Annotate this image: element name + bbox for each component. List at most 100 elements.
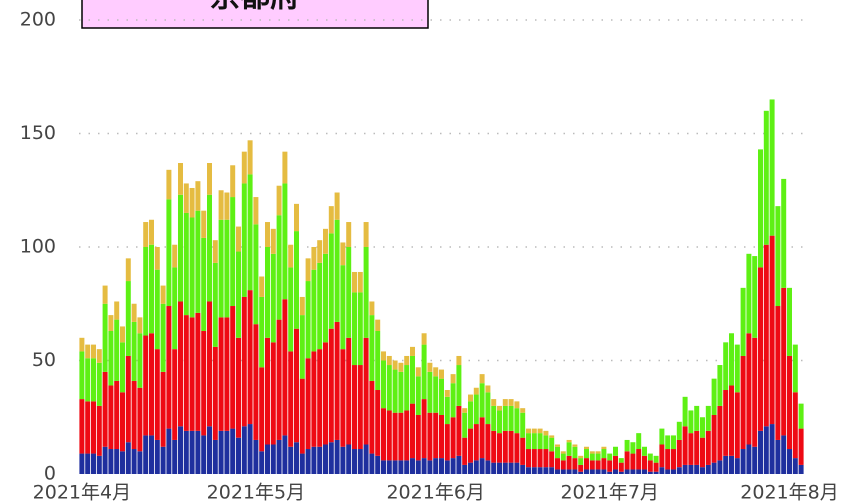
bar-segment	[711, 378, 717, 415]
bar-segment	[566, 442, 572, 456]
bar-segment	[671, 469, 676, 474]
bar-segment	[485, 424, 491, 461]
bar-segment	[172, 267, 178, 350]
bar-segment	[352, 271, 357, 293]
bar-segment	[253, 439, 259, 474]
bar-segment	[589, 469, 595, 474]
bar-segment	[114, 449, 120, 474]
bar-segment	[253, 324, 259, 440]
bar-segment	[613, 455, 618, 470]
bar-segment	[491, 430, 497, 463]
bar-segment	[415, 367, 421, 377]
x-tick-label: 2021年8月	[740, 482, 838, 502]
bar-segment	[578, 455, 584, 459]
bar-segment	[189, 430, 195, 474]
bar-segment	[421, 333, 427, 345]
bar-segment	[572, 444, 578, 447]
bar-segment	[456, 365, 462, 406]
bar-segment	[572, 469, 578, 474]
bar-segment	[468, 394, 473, 402]
bar-segment	[433, 367, 439, 377]
bar-segment	[230, 165, 236, 198]
y-tick-label: 200	[20, 9, 56, 31]
bar-segment	[630, 469, 636, 474]
bar-segment	[723, 455, 729, 474]
bar-segment	[125, 442, 131, 474]
bar-segment	[595, 453, 601, 461]
bar-segment	[450, 417, 456, 459]
bar-segment	[752, 256, 758, 338]
bar-segment	[178, 163, 183, 195]
bar-segment	[91, 358, 96, 402]
bar-segment	[375, 319, 381, 331]
bar-segment	[601, 446, 607, 450]
bar-segment	[160, 285, 166, 304]
bar-segment	[224, 317, 230, 431]
bar-segment	[340, 242, 346, 266]
bar-segment	[473, 424, 479, 461]
bar-segment	[502, 430, 508, 463]
bar-segment	[195, 210, 201, 313]
x-tick-label: 2021年4月	[33, 482, 131, 502]
bar-segment	[96, 349, 102, 363]
bar-segment	[201, 237, 207, 331]
bar-segment	[131, 380, 137, 450]
bar-segment	[711, 462, 717, 474]
bar-segment	[363, 222, 369, 247]
bar-segment	[642, 469, 647, 474]
bar-segment	[143, 222, 149, 247]
bar-segment	[102, 446, 108, 474]
bar-segment	[549, 437, 555, 452]
bar-segment	[595, 451, 601, 454]
bar-segment	[758, 149, 763, 268]
bar-segment	[578, 458, 584, 465]
x-tick-label: 2021年5月	[207, 482, 305, 502]
bar-segment	[241, 296, 247, 427]
bar-segment	[497, 433, 502, 463]
bar-segment	[346, 444, 352, 474]
bar-segment	[740, 355, 746, 450]
bar-segment	[381, 460, 386, 474]
bar-segment	[352, 292, 357, 366]
bar-segment	[137, 333, 143, 388]
bar-segment	[404, 355, 410, 366]
bar-segment	[479, 383, 485, 418]
bar-segment	[450, 374, 456, 384]
bar-segment	[497, 462, 502, 474]
bar-segment	[711, 414, 717, 463]
bar-segment	[247, 140, 253, 175]
bar-segment	[415, 414, 421, 461]
bar-segment	[705, 430, 711, 465]
bar-segment	[265, 444, 270, 474]
bar-segment	[270, 228, 276, 254]
bar-segment	[236, 437, 241, 474]
bar-segment	[410, 403, 415, 459]
bar-segment	[328, 206, 334, 234]
bar-segment	[462, 408, 468, 413]
bar-segment	[665, 469, 671, 474]
bar-segment	[549, 435, 555, 438]
bar-segment	[543, 430, 549, 436]
bar-segment	[537, 467, 543, 474]
bar-segment	[508, 405, 514, 431]
bar-segment	[589, 453, 595, 461]
bar-segment	[404, 410, 410, 461]
bar-segment	[288, 267, 294, 352]
bar-segment	[549, 467, 555, 474]
bar-segment	[363, 337, 369, 445]
bar-segment	[473, 394, 479, 425]
bar-segment	[259, 296, 265, 368]
bar-segment	[560, 469, 566, 474]
bar-segment	[282, 151, 288, 184]
bar-segment	[584, 458, 589, 470]
bar-segment	[172, 244, 178, 268]
bar-segment	[352, 365, 357, 450]
bar-segment	[618, 458, 624, 463]
bar-segment	[671, 435, 676, 450]
bar-segment	[462, 437, 468, 465]
bar-segment	[346, 222, 352, 247]
bar-segment	[102, 285, 108, 304]
bar-segment	[444, 396, 450, 425]
bar-segment	[439, 414, 444, 459]
